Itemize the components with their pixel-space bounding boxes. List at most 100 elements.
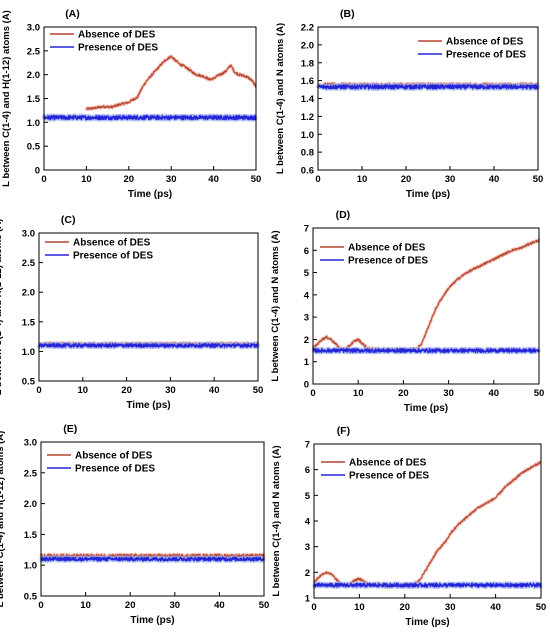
x-tick-label: 40	[209, 385, 220, 396]
legend-label: Absence of DES	[75, 451, 153, 462]
y-tick-label: 2	[304, 335, 309, 346]
x-tick-label: 20	[400, 602, 411, 613]
legend-label: Presence of DES	[348, 256, 428, 267]
x-axis-label: Time (ps)	[406, 189, 450, 200]
y-tick-label: 1	[305, 594, 311, 605]
panel-label: (A)	[65, 8, 80, 20]
y-tick-label: 4	[305, 517, 311, 528]
legend-label: Absence of DES	[78, 30, 156, 41]
legend-label: Presence of DES	[75, 464, 155, 475]
x-tick-label: 30	[166, 174, 177, 185]
x-tick-label: 50	[259, 600, 270, 611]
y-tick-label: 5	[304, 268, 310, 279]
legend-label: Absence of DES	[348, 243, 426, 254]
y-tick-label: 1.2	[301, 112, 314, 123]
x-tick-label: 40	[489, 388, 500, 399]
y-tick-label: 0.5	[22, 377, 36, 388]
y-tick-label: 1.5	[22, 317, 36, 328]
x-tick-label: 40	[208, 174, 219, 185]
plot-frame-4	[312, 227, 540, 385]
plot-frame-3	[38, 232, 259, 382]
y-tick-label: 2.0	[24, 499, 37, 510]
legend-label: Presence of DES	[78, 43, 158, 54]
legend-label: Presence of DES	[73, 251, 153, 262]
panel-label: (B)	[340, 8, 355, 20]
panel-label: (C)	[61, 214, 76, 226]
y-axis-label: L between C(1-4) and H(1-12) atoms (A)	[0, 431, 6, 608]
presence-series-line-1	[43, 114, 257, 121]
absence-halo-1	[84, 54, 258, 112]
x-tick-label: 0	[38, 600, 43, 611]
y-tick-label: 1.0	[24, 561, 37, 572]
x-tick-label: 10	[354, 602, 365, 613]
y-axis-label: L between C(1-4) and H(1-12) atoms (A)	[0, 219, 4, 396]
x-tick-label: 10	[357, 174, 368, 185]
x-tick-label: 20	[124, 174, 135, 185]
y-tick-label: 1.0	[301, 130, 314, 141]
x-tick-label: 20	[121, 385, 132, 396]
y-tick-label: 2.2	[301, 23, 314, 34]
y-tick-label: 0	[35, 166, 40, 177]
y-tick-label: 7	[305, 440, 310, 451]
plot-frame-2	[317, 26, 539, 171]
y-axis-label: L between C(1-4) and N atoms (A)	[270, 230, 281, 381]
y-tick-label: 3.0	[27, 23, 40, 34]
presence-series-line-5	[40, 556, 265, 562]
legend-label: Absence of DES	[446, 37, 524, 48]
x-tick-label: 0	[41, 174, 46, 185]
y-tick-label: 2.0	[22, 288, 35, 299]
x-tick-label: 30	[445, 174, 456, 185]
y-tick-label: 3	[304, 313, 309, 324]
x-tick-label: 40	[214, 600, 225, 611]
legend-label: Presence of DES	[446, 50, 526, 61]
plot-frame-5	[40, 441, 265, 597]
legend-label: Absence of DES	[349, 458, 427, 469]
y-tick-label: 2.0	[27, 70, 40, 81]
y-axis-label: L between C(1-4) and N atoms (A)	[275, 23, 286, 174]
legend-label: Presence of DES	[349, 471, 429, 482]
x-tick-label: 10	[81, 174, 92, 185]
y-tick-label: 1.5	[24, 530, 38, 541]
y-tick-label: 0.8	[301, 148, 314, 159]
y-tick-label: 3.0	[24, 438, 37, 449]
y-tick-label: 0.5	[27, 142, 41, 153]
presence-series-line-6	[313, 582, 542, 588]
x-axis-label: Time (ps)	[405, 617, 449, 628]
y-tick-label: 1.4	[301, 94, 315, 105]
x-axis-label: Time (ps)	[126, 400, 170, 411]
x-tick-label: 10	[353, 388, 364, 399]
y-axis-label: L between C(1-4) and N atoms (A)	[271, 445, 282, 596]
y-tick-label: 1.5	[27, 94, 41, 105]
y-tick-label: 1.6	[301, 76, 314, 87]
y-tick-label: 1.0	[27, 118, 40, 129]
x-tick-label: 20	[398, 388, 409, 399]
y-tick-label: 6	[305, 465, 310, 476]
y-tick-label: 2.5	[22, 258, 36, 269]
x-axis-label: Time (ps)	[128, 189, 172, 200]
legend-label: Absence of DES	[73, 238, 151, 249]
y-tick-label: 1.0	[22, 347, 35, 358]
y-tick-label: 3.0	[22, 229, 35, 240]
x-tick-label: 0	[36, 385, 41, 396]
x-tick-label: 50	[251, 174, 262, 185]
x-axis-label: Time (ps)	[130, 615, 174, 626]
x-tick-label: 50	[253, 385, 264, 396]
x-tick-label: 10	[80, 600, 91, 611]
y-tick-label: 6	[304, 246, 309, 257]
y-tick-label: 2	[305, 568, 310, 579]
y-tick-label: 4	[304, 290, 310, 301]
x-tick-label: 0	[310, 388, 315, 399]
y-tick-label: 0	[304, 380, 309, 391]
y-tick-label: 3	[305, 542, 310, 553]
x-tick-label: 40	[489, 174, 500, 185]
x-tick-label: 30	[170, 600, 181, 611]
x-tick-label: 10	[78, 385, 89, 396]
y-tick-label: 2.5	[27, 46, 41, 57]
x-tick-label: 30	[445, 602, 456, 613]
y-tick-label: 1.8	[301, 58, 314, 69]
y-tick-label: 0.5	[24, 592, 38, 603]
x-tick-label: 20	[125, 600, 136, 611]
panel-label: (E)	[63, 423, 77, 435]
y-tick-label: 1	[304, 357, 310, 368]
